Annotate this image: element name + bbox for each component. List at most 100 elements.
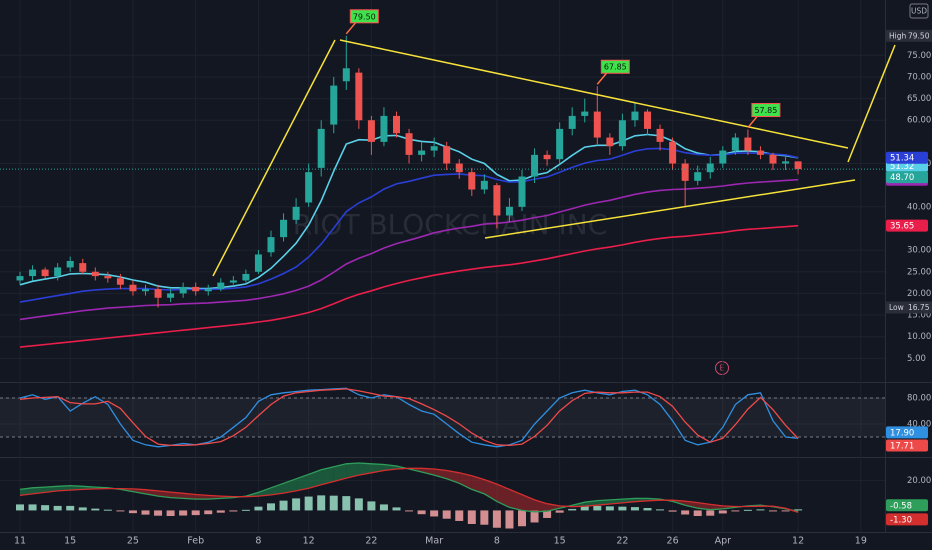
cloud (446, 470, 460, 484)
moving-average (19, 224, 799, 348)
cloud (434, 469, 447, 479)
candle-body (29, 269, 37, 277)
candle-body (731, 137, 739, 151)
histogram-bar (781, 510, 790, 512)
histogram-bar (179, 510, 188, 516)
histogram-bar (530, 510, 539, 523)
candle-body (556, 128, 564, 160)
high-badge-label: High (889, 31, 906, 40)
series-badge: 51.34 (890, 154, 914, 164)
indicator-badge-bg (886, 513, 928, 526)
histogram-bar (630, 507, 639, 511)
x-tick-label: Apr (715, 536, 732, 547)
candle-body (794, 161, 802, 170)
x-tick-label: Feb (187, 536, 204, 547)
cloud (258, 487, 271, 497)
histogram-bar (128, 510, 137, 514)
candle-body (91, 271, 99, 277)
indicator-badge: -0.58 (890, 501, 912, 511)
candle-body (393, 115, 400, 134)
candle-body (41, 269, 49, 277)
indicator-line (19, 388, 799, 447)
histogram-bar (78, 507, 87, 511)
histogram-bar (354, 498, 363, 511)
histogram-bar (191, 510, 200, 516)
histogram-bar (430, 510, 439, 517)
histogram-bar (41, 505, 50, 511)
indicator-badge-bg (886, 439, 928, 452)
histogram-bar (693, 510, 702, 516)
candle-body (756, 150, 764, 155)
candle-body (568, 115, 576, 129)
histogram-bar (618, 506, 627, 511)
candle-body (505, 206, 513, 216)
histogram-bar (229, 510, 238, 512)
y-tick-label: 75.00 (907, 51, 931, 61)
histogram-bar (405, 510, 414, 512)
series-badge-bg (886, 219, 928, 232)
candle-body (380, 115, 388, 142)
candle-body (618, 120, 626, 147)
histogram-bar (267, 503, 275, 511)
histogram-bar (329, 495, 338, 511)
x-tick-label: Mar (425, 536, 443, 547)
histogram-bar (769, 510, 777, 512)
cloud (459, 472, 472, 490)
cloud (471, 475, 485, 494)
low-badge-bg (886, 301, 932, 314)
histogram-bar (279, 500, 288, 511)
candle-body (367, 120, 375, 142)
x-tick-label: 15 (554, 536, 566, 547)
candle-body (455, 163, 463, 173)
close-badge: 48.70 (890, 173, 914, 183)
candle-body (267, 237, 275, 253)
candle-body (292, 206, 300, 220)
histogram-bar (379, 504, 388, 511)
indicator-badge: 17.71 (890, 441, 914, 451)
histogram-bar (16, 504, 24, 511)
x-tick-label: 26 (667, 536, 679, 547)
candle-body (229, 280, 237, 283)
series-badge: 35.65 (890, 222, 914, 232)
y-tick-label: 30.00 (907, 246, 931, 256)
x-tick-label: 8 (494, 536, 500, 547)
candle-body (79, 263, 87, 272)
cloud (346, 463, 359, 479)
histogram-bar (731, 510, 740, 512)
earnings-icon[interactable] (715, 361, 729, 375)
candle-body (104, 276, 112, 279)
earnings-marker[interactable]: E (720, 364, 725, 373)
histogram-bar (467, 510, 476, 524)
histogram-bar (706, 510, 715, 516)
y-tick-label: 60.00 (907, 116, 931, 126)
x-tick-label: 11 (14, 536, 26, 547)
histogram-bar (417, 510, 426, 515)
indicator-badge-bg (886, 426, 928, 439)
y-tick-label: 40.00 (907, 420, 931, 430)
histogram-bar (367, 501, 376, 511)
trend-line (847, 44, 896, 163)
cloud (484, 479, 497, 502)
histogram-bar (743, 509, 752, 511)
histogram-bar (103, 509, 112, 511)
indicator-badge: 17.90 (890, 428, 914, 438)
trend-line (339, 39, 849, 149)
candle-body (631, 111, 639, 121)
cloud (496, 484, 510, 508)
histogram-bar (442, 510, 451, 519)
x-tick-label: 12 (303, 536, 315, 547)
annotation-label: 79.50 (353, 12, 376, 21)
histogram-bar (518, 510, 526, 527)
annotation-connector (747, 115, 759, 129)
histogram-bar (543, 510, 552, 518)
candle-body (518, 176, 526, 207)
histogram-bar (154, 510, 163, 516)
candle-body (769, 154, 777, 164)
cloud (145, 489, 159, 497)
trend-line (212, 39, 336, 277)
currency-box (909, 3, 929, 19)
histogram-bar (505, 510, 514, 529)
candle-body (192, 286, 200, 292)
histogram-bar (53, 505, 62, 511)
annotation-label: 57.85 (754, 106, 777, 115)
